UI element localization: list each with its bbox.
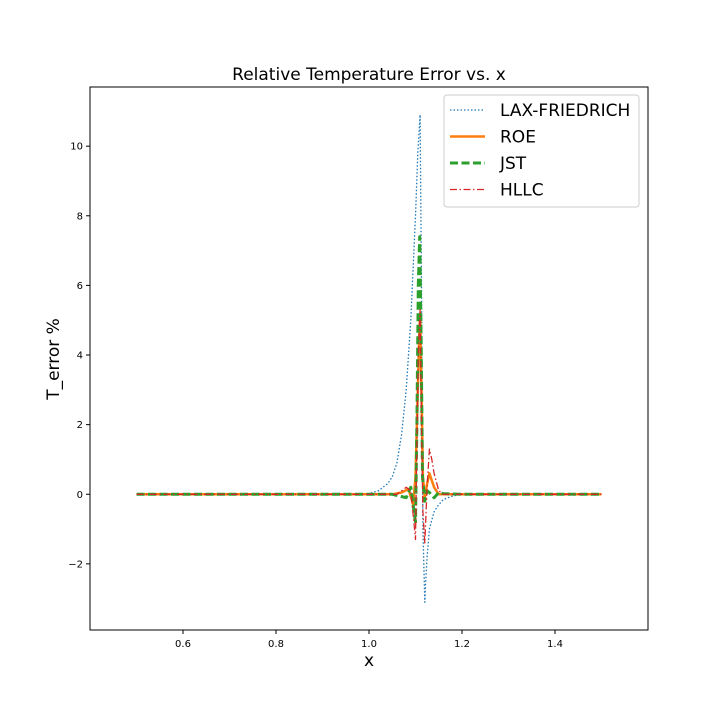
y-tick-label: 2 bbox=[77, 420, 83, 431]
y-axis-label: T_error % bbox=[44, 318, 64, 401]
legend-label: ROE bbox=[500, 128, 536, 148]
legend-label: LAX-FRIEDRICH bbox=[500, 101, 630, 121]
y-tick-label: 10 bbox=[70, 142, 83, 153]
x-tick-label: 0.8 bbox=[268, 639, 284, 650]
series-layer bbox=[136, 114, 602, 603]
x-tick-label: 1.2 bbox=[454, 639, 470, 650]
series-line-hllc bbox=[136, 309, 602, 544]
x-tick-label: 1.0 bbox=[361, 639, 377, 650]
y-tick-label: 6 bbox=[77, 281, 83, 292]
legend-box bbox=[443, 94, 640, 208]
y-tick-label: 0 bbox=[77, 490, 83, 501]
legend-label: JST bbox=[499, 154, 527, 174]
chart-title: Relative Temperature Error vs. x bbox=[232, 65, 506, 85]
legend: LAX-FRIEDRICH ROE JST HLLC bbox=[443, 94, 640, 208]
y-tick-label: 8 bbox=[77, 211, 83, 222]
x-tick-label: 1.4 bbox=[547, 639, 563, 650]
y-axis: −2 0 2 4 6 8 10 bbox=[68, 142, 90, 570]
series-line-lax-friedrich bbox=[136, 114, 602, 603]
y-tick-label: 4 bbox=[77, 351, 83, 362]
legend-label: HLLC bbox=[500, 181, 544, 201]
x-tick-label: 0.6 bbox=[175, 639, 191, 650]
x-axis-label: x bbox=[364, 651, 374, 671]
y-tick-label: −2 bbox=[68, 559, 83, 570]
x-axis: 0.6 0.8 1.0 1.2 1.4 bbox=[175, 630, 563, 650]
